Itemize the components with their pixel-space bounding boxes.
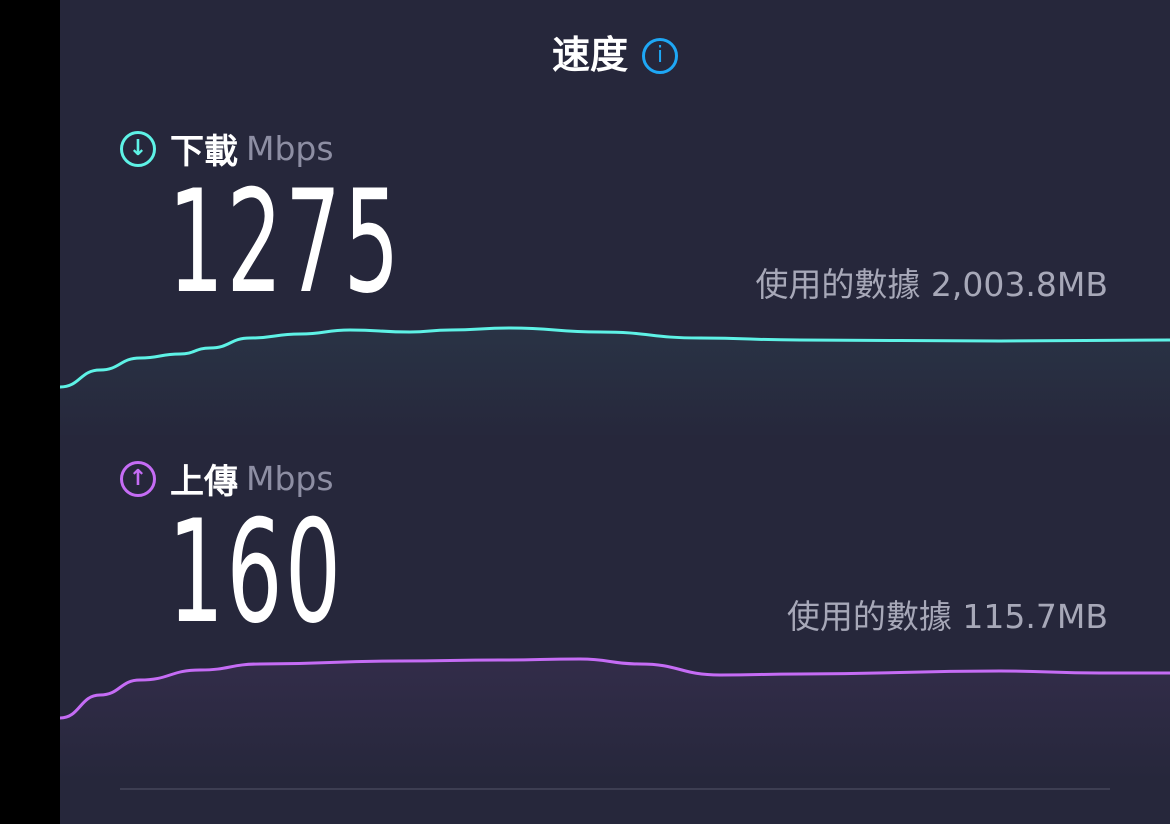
- data-used-value: 2,003.8MB: [930, 265, 1108, 304]
- divider: [120, 788, 1110, 790]
- download-data-used: 使用的數據 2,003.8MB: [755, 258, 1108, 306]
- info-icon[interactable]: i: [642, 38, 678, 74]
- download-label: ↓ 下載 Mbps: [120, 124, 334, 173]
- download-unit: Mbps: [246, 129, 334, 168]
- arrow-down-circle-icon: ↓: [120, 130, 156, 167]
- data-used-label: 使用的數據: [755, 265, 921, 304]
- download-graph-fill: [60, 328, 1170, 440]
- upload-data-used: 使用的數據 115.7MB: [787, 590, 1108, 638]
- download-graph-line: [60, 326, 1170, 389]
- speed-panel: 速度 i ↓ 下載 Mbps 1275 使用的數據 2,003.8MB ↑ 上傳 …: [60, 0, 1170, 824]
- upload-unit: Mbps: [246, 459, 334, 498]
- upload-title: 上傳: [170, 462, 238, 502]
- arrow-up-circle-icon: ↑: [120, 460, 156, 497]
- speed-graphs: [60, 326, 1170, 780]
- download-title: 下載: [170, 132, 238, 172]
- upload-graph-line: [60, 657, 1170, 720]
- download-speed-value: 1275: [168, 160, 402, 325]
- data-used-label: 使用的數據: [786, 597, 952, 636]
- upload-label: ↑ 上傳 Mbps: [120, 454, 334, 503]
- upload-speed-value: 160: [168, 490, 344, 655]
- title-text: 速度: [551, 33, 628, 77]
- data-used-value: 115.7MB: [962, 597, 1108, 636]
- page-title: 速度 i: [60, 24, 1170, 79]
- upload-graph-fill: [60, 659, 1170, 780]
